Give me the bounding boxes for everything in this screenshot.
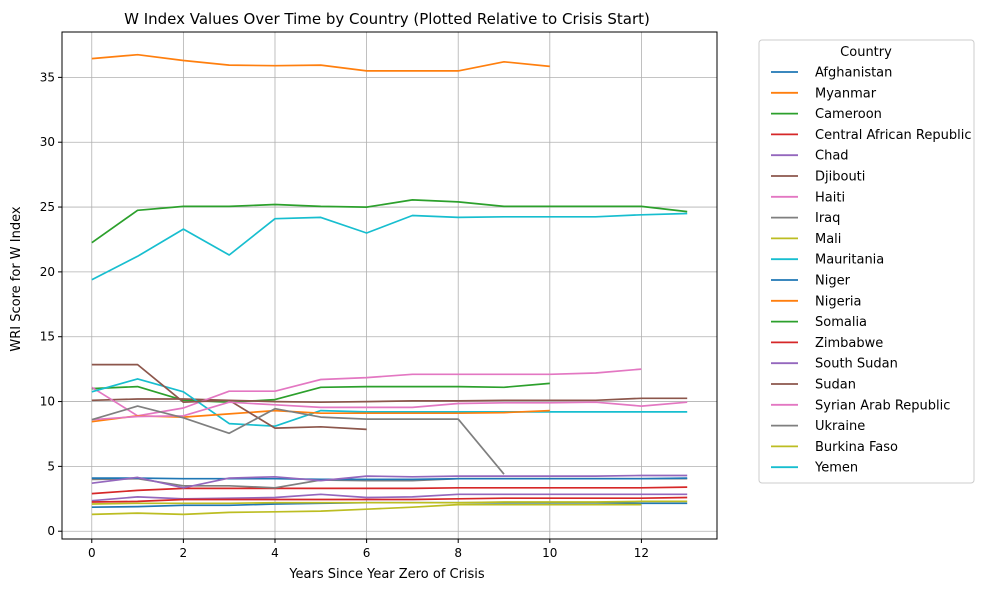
x-tick-label: 12 [634,546,649,560]
legend-label: Burkina Faso [815,440,898,455]
legend-frame [758,39,975,484]
series-line-somalia [91,199,688,244]
legend-label: Afghanistan [815,66,892,81]
legend-label: South Sudan [815,357,898,372]
series-line-niger [91,477,688,481]
x-tick-label: 2 [180,546,188,560]
legend-label: Djibouti [815,170,865,185]
y-tick-label: 20 [40,265,55,279]
series-line-south-sudan [91,474,688,489]
y-tick-label: 0 [47,524,55,538]
series-line-ukraine [91,405,505,475]
y-tick-label: 30 [40,135,55,149]
axes-frame [61,31,718,540]
legend: Country Afghanistan Myanmar Cameroon Centra… [758,39,975,484]
legend-label: Central African Republic [815,128,971,143]
y-tick-label: 10 [40,395,55,409]
plot-area: 0 2 4 6 8 10 12 0 5 10 15 20 25 30 35 [40,31,718,560]
series-line-haiti [91,368,642,417]
series-line-central-african-republic [91,486,688,495]
series-line-cameroon [91,382,550,404]
legend-label: Somalia [815,315,867,330]
y-tick-label: 25 [40,200,55,214]
legend-label: Haiti [815,190,845,205]
legend-items: Afghanistan Myanmar Cameroon Central Africa… [771,66,971,476]
legend-label: Chad [815,149,849,164]
legend-label: Zimbabwe [815,336,883,351]
series-line-yemen [91,212,688,281]
legend-title: Country [840,45,892,60]
x-tick-label: 8 [454,546,462,560]
legend-label: Myanmar [815,86,877,101]
x-tick-label: 6 [363,546,371,560]
chart-title: W Index Values Over Time by Country (Plo… [124,10,650,28]
series-line-sudan [91,363,367,431]
x-tick-label: 10 [542,546,557,560]
x-tick-label: 4 [271,546,279,560]
series-line-mali [91,503,642,516]
legend-label: Yemen [814,461,858,476]
legend-label: Syrian Arab Republic [815,398,950,413]
y-axis-label: WRI Score for W Index [9,206,24,351]
series-line-burkina-faso [91,500,688,505]
series-line-djibouti [91,397,688,404]
y-tick-label: 35 [40,70,55,84]
legend-label: Ukraine [815,419,865,434]
y-tick-label: 15 [40,330,55,344]
legend-label: Iraq [815,211,840,226]
x-tick-label: 0 [88,546,96,560]
series-line-myanmar [91,53,550,72]
y-tick-label: 5 [47,459,55,473]
series-line-syrian-arab-republic [91,401,688,421]
legend-label: Mauritania [815,253,884,268]
legend-label: Mali [815,232,841,247]
series-line-zimbabwe [91,496,688,503]
legend-label: Cameroon [815,107,882,122]
series-line-mauritania [91,378,688,428]
legend-label: Nigeria [815,294,862,309]
legend-label: Sudan [815,378,856,393]
legend-label: Niger [815,274,851,289]
x-axis-label: Years Since Year Zero of Crisis [288,567,485,582]
